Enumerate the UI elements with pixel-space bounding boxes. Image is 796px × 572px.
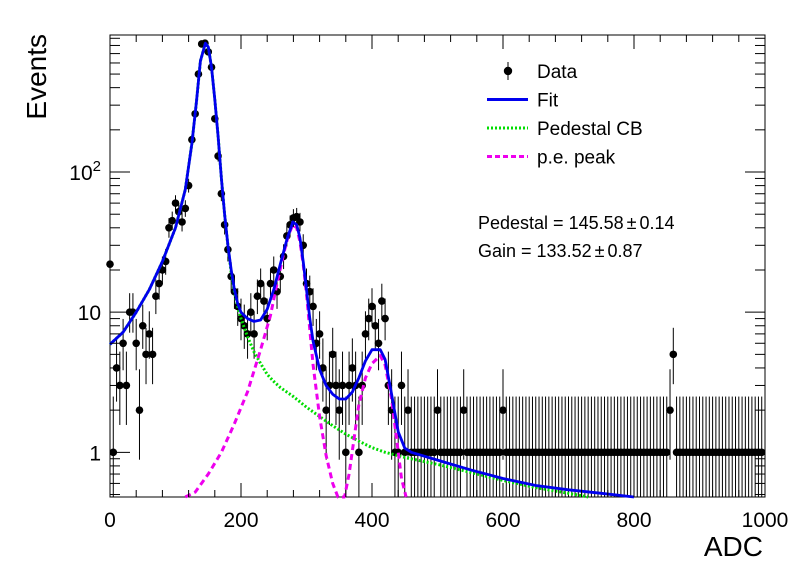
- data-point: [355, 448, 363, 457]
- data-point: [155, 279, 163, 288]
- y-tick-label: 1: [89, 442, 101, 465]
- data-point: [662, 448, 671, 457]
- data-point: [342, 448, 350, 457]
- data-point: [250, 330, 258, 338]
- data-point: [132, 339, 140, 348]
- data-point: [266, 279, 275, 288]
- y-tick-label: 102: [69, 158, 101, 185]
- data-point: [138, 321, 147, 330]
- data-point: [456, 448, 465, 457]
- data-point: [122, 381, 131, 390]
- fit-curves-group: [108, 41, 635, 499]
- data-point: [171, 199, 180, 207]
- y-axis-label: Events: [21, 34, 52, 120]
- data-point: [361, 330, 370, 338]
- data-point: [322, 406, 330, 414]
- x-tick-label: 400: [354, 509, 389, 532]
- data-point: [328, 350, 337, 359]
- fit-result-text: Pedestal = 145.58 ±0.14: [478, 213, 675, 233]
- data-point: [378, 297, 386, 305]
- data-point: [335, 406, 344, 414]
- x-tick-label: 200: [223, 509, 258, 532]
- data-point: [269, 266, 278, 274]
- fit-annotations: Pedestal = 145.58 ±0.14 Gain = 133.52 ±0.87: [478, 213, 675, 261]
- data-point: [296, 218, 304, 226]
- data-point: [119, 339, 127, 348]
- data-point: [148, 350, 157, 359]
- data-point: [666, 406, 674, 414]
- x-tick-label: 1000: [742, 509, 789, 532]
- data-point: [364, 314, 373, 323]
- data-point: [165, 223, 173, 232]
- data-point: [338, 381, 347, 390]
- data-point: [345, 381, 353, 390]
- legend-label: Pedestal CB: [537, 119, 643, 140]
- data-point: [404, 406, 412, 414]
- x-tick-label: 600: [485, 509, 520, 532]
- x-axis-label: ADC: [704, 531, 763, 562]
- legend-data-marker: [503, 66, 513, 76]
- data-point: [247, 308, 255, 316]
- data-point: [495, 448, 504, 457]
- x-tick-label: 0: [104, 509, 116, 532]
- legend: Data Fit Pedestal CB p.e. peak: [487, 62, 643, 169]
- data-point: [181, 204, 190, 213]
- data-point: [135, 406, 144, 414]
- data-point: [178, 218, 186, 226]
- data-point: [168, 216, 177, 225]
- data-point: [145, 330, 154, 338]
- data-point: [142, 350, 150, 359]
- x-tick-label: 800: [616, 509, 651, 532]
- legend-label: Fit: [537, 91, 559, 112]
- data-point: [374, 339, 383, 348]
- data-point: [106, 260, 114, 268]
- data-points-group: [106, 39, 766, 497]
- fit-result-text: Gain = 133.52 ±0.87: [478, 241, 643, 261]
- data-point: [253, 292, 262, 301]
- legend-label: p.e. peak: [537, 148, 616, 169]
- axis-ticks-group: 0 200 400 600 800 1000 1 10 102: [69, 35, 788, 532]
- data-point: [260, 297, 268, 305]
- data-point: [433, 406, 442, 414]
- data-point: [348, 364, 357, 372]
- data-point: [430, 448, 439, 457]
- fit-curve: [109, 41, 635, 499]
- data-point: [315, 330, 324, 338]
- data-point: [459, 406, 468, 414]
- data-point: [381, 314, 389, 323]
- pe-peak-curve: [184, 223, 408, 499]
- data-point: [309, 302, 317, 311]
- data-point: [669, 350, 678, 359]
- data-point: [332, 381, 340, 390]
- data-point: [152, 292, 160, 301]
- data-point: [368, 302, 376, 311]
- legend-label: Data: [537, 62, 578, 83]
- data-point: [397, 381, 406, 390]
- y-tick-label: 10: [78, 302, 101, 325]
- data-point: [371, 321, 380, 330]
- data-point: [499, 406, 507, 414]
- data-point: [256, 279, 265, 288]
